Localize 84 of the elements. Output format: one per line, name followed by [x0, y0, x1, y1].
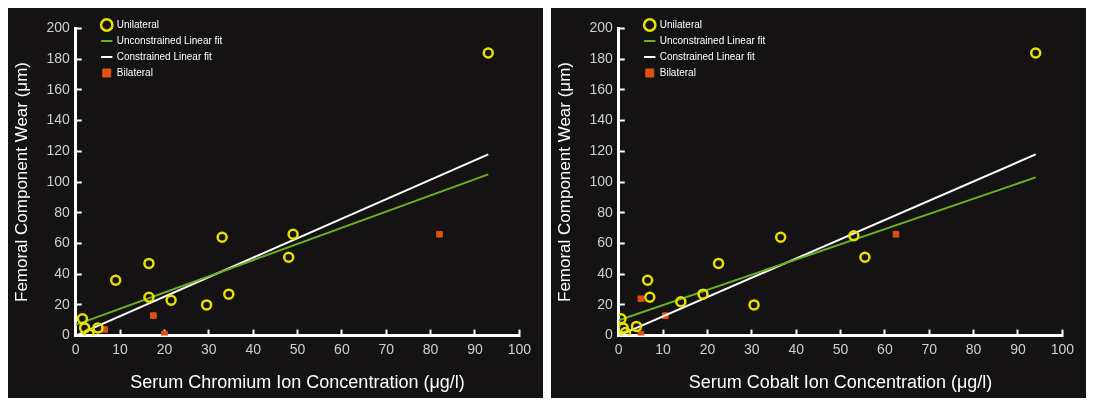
y-tick-label: 100 — [589, 172, 613, 189]
point — [644, 291, 656, 303]
point — [892, 230, 900, 238]
point — [78, 322, 91, 334]
point — [618, 322, 629, 334]
x-tick-label: 50 — [289, 340, 306, 357]
x-tick-label: 80 — [965, 340, 982, 357]
y-tick-label: 0 — [604, 326, 613, 343]
y-tick-label: 180 — [589, 49, 613, 66]
y-tick-label: 120 — [589, 142, 613, 159]
x-tick-label: 100 — [507, 340, 532, 357]
y-tick-label: 200 — [589, 19, 613, 36]
x-tick-label: 40 — [245, 340, 262, 357]
point — [630, 320, 643, 333]
x-tick-label: 30 — [201, 340, 217, 357]
x-tick-label: 70 — [921, 340, 938, 357]
point — [619, 326, 632, 336]
legend-label: Unconstrained Linear fit — [116, 34, 223, 46]
x-tick-label: 30 — [744, 340, 760, 357]
point — [712, 257, 725, 270]
legend-label: Bilateral — [116, 66, 153, 78]
point — [641, 274, 654, 287]
y-tick-label: 80 — [54, 203, 70, 220]
point — [200, 299, 213, 311]
y-tick-label: 40 — [54, 265, 70, 282]
y-tick-label: 140 — [589, 111, 613, 128]
point — [92, 322, 104, 334]
y-tick-label: 120 — [46, 142, 70, 159]
y-tick-label: 160 — [46, 80, 70, 97]
x-tick-label: 80 — [422, 340, 439, 357]
x-tick-label: 20 — [699, 340, 716, 357]
x-tick-label: 90 — [1010, 340, 1026, 357]
legend-label: Unilateral — [116, 18, 160, 30]
legend-label: Constrained Linear fit — [659, 50, 756, 62]
y-axis-title: Femoral Component Wear (μm) — [11, 62, 31, 302]
legend-label: Unilateral — [659, 18, 703, 30]
y-tick-label: 140 — [46, 111, 70, 128]
y-tick-label: 80 — [597, 203, 613, 220]
point — [282, 251, 295, 264]
point — [748, 299, 760, 311]
point — [1029, 47, 1042, 59]
point — [436, 230, 443, 238]
point — [859, 251, 871, 264]
y-tick-label: 60 — [597, 234, 613, 251]
x-tick-label: 90 — [467, 340, 483, 357]
point — [774, 231, 787, 244]
point — [109, 274, 122, 287]
y-tick-label: 0 — [61, 326, 70, 343]
y-tick-label: 160 — [589, 80, 613, 97]
point — [143, 257, 155, 270]
x-tick-label: 60 — [334, 340, 350, 357]
y-tick-label: 40 — [597, 265, 613, 282]
point — [482, 47, 495, 59]
x-tick-label: 40 — [788, 340, 805, 357]
x-tick-label: 10 — [655, 340, 672, 357]
x-tick-label: 60 — [877, 340, 893, 357]
y-axis-title: Femoral Component Wear (μm) — [554, 62, 574, 302]
y-tick-label: 20 — [597, 295, 613, 312]
point — [150, 312, 157, 319]
point — [143, 291, 155, 303]
point — [637, 295, 645, 303]
legend-label: Bilateral — [659, 66, 696, 78]
x-tick-label: 100 — [1050, 340, 1075, 357]
point — [287, 228, 299, 240]
y-tick-label: 100 — [46, 172, 70, 189]
point — [675, 296, 687, 308]
legend-label: Unconstrained Linear fit — [659, 34, 766, 46]
y-tick-label: 20 — [54, 295, 70, 312]
y-tick-label: 180 — [46, 49, 70, 66]
point — [697, 288, 709, 300]
point — [848, 230, 860, 242]
x-tick-label: 50 — [832, 340, 849, 357]
y-tick-label: 200 — [46, 19, 70, 36]
point — [223, 288, 235, 300]
point — [165, 294, 177, 307]
legend-label: Constrained Linear fit — [116, 50, 213, 62]
x-tick-label: 10 — [112, 340, 129, 357]
x-tick-label: 20 — [156, 340, 173, 357]
x-tick-label: 70 — [378, 340, 395, 357]
x-axis-title: Serum Chromium Ion Concentration (μg/l) — [130, 372, 465, 393]
y-tick-label: 60 — [54, 234, 70, 251]
x-axis-title: Serum Cobalt Ion Concentration (μg/l) — [688, 372, 993, 393]
point — [216, 231, 228, 244]
point — [76, 312, 89, 325]
